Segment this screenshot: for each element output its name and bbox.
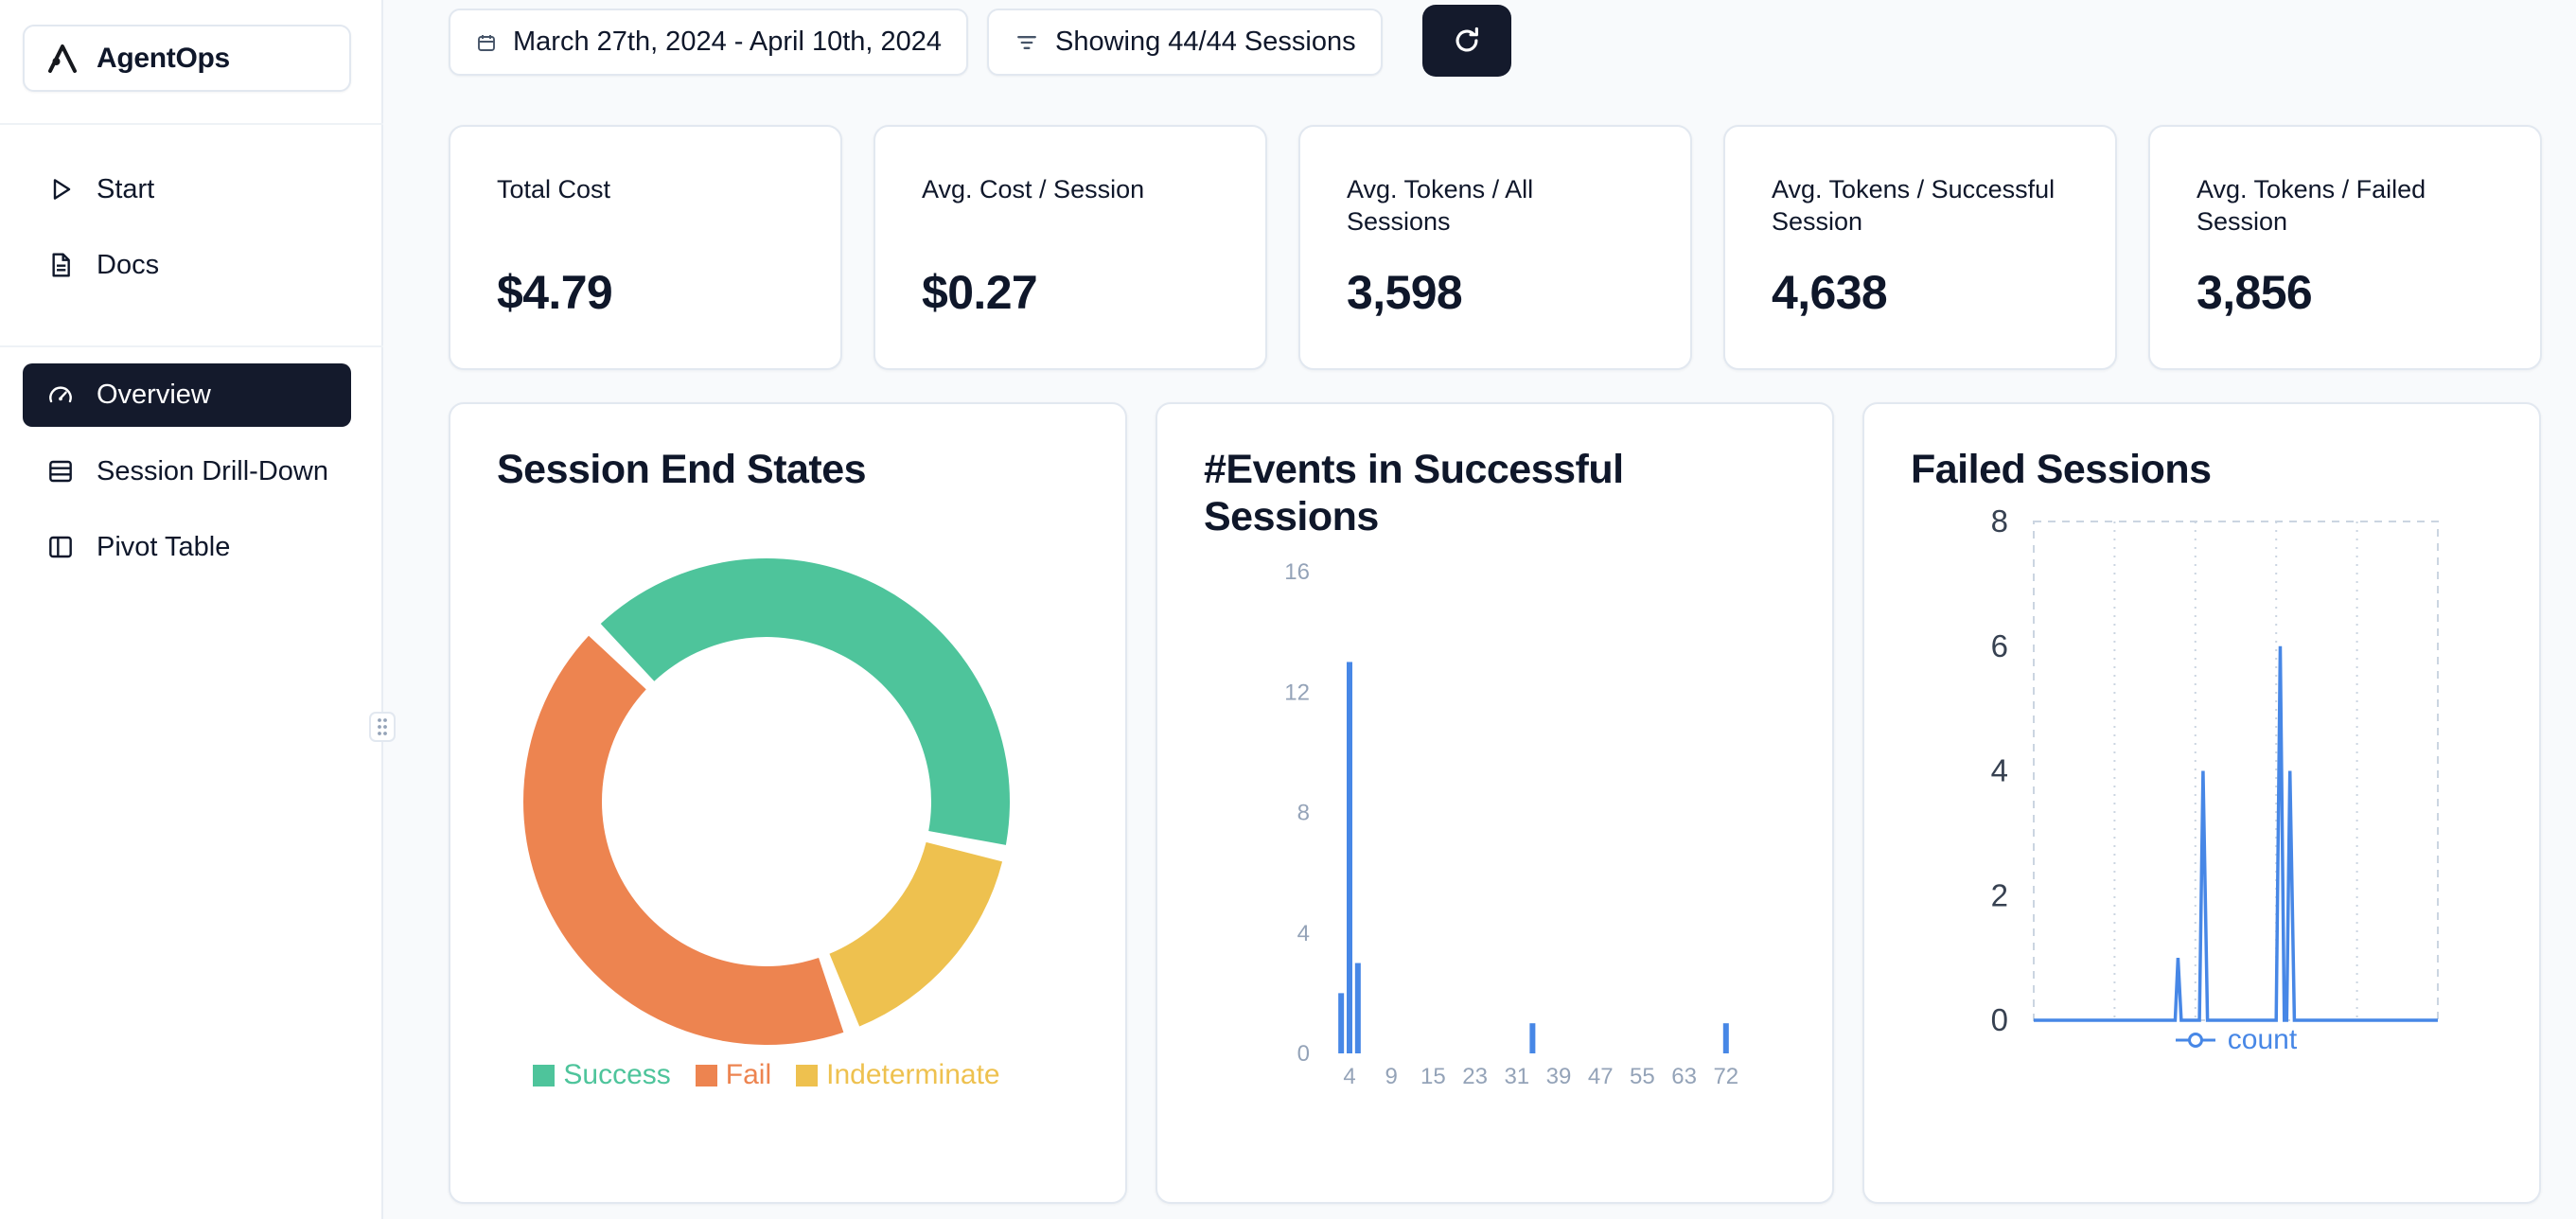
x-tick-label: 4: [1343, 1064, 1355, 1089]
x-tick-label: 63: [1671, 1064, 1697, 1089]
play-icon: [53, 179, 71, 200]
donut-slice-success[interactable]: [600, 557, 1010, 845]
donut-slice-indeterminate[interactable]: [829, 841, 1003, 1027]
chart-title: Session End States: [497, 447, 867, 492]
x-tick-label: 72: [1713, 1064, 1738, 1089]
stat-value: 3,856: [2197, 266, 2313, 319]
line-chart-legend[interactable]: count: [2034, 1024, 2438, 1056]
y-tick-label: 8: [1297, 801, 1310, 826]
x-tick-label: 47: [1588, 1064, 1614, 1089]
app-logo[interactable]: AgentOps: [23, 25, 351, 92]
y-tick-label: 4: [1991, 753, 2008, 788]
plot-border: [2033, 521, 2439, 1021]
stat-value: 4,638: [1772, 266, 1888, 319]
stat-card-avg-cost-session: Avg. Cost / Session $0.27: [873, 125, 1267, 370]
legend-item-indeterminate[interactable]: Indeterminate: [796, 1059, 1000, 1091]
stat-label: Avg. Tokens / All Sessions: [1347, 175, 1534, 236]
x-tick-label: 15: [1420, 1064, 1446, 1089]
stat-value: 3,598: [1347, 266, 1463, 319]
bar-x5[interactable]: [1354, 963, 1361, 1053]
sidebar-item-start[interactable]: Start: [23, 159, 351, 220]
sessions-filter-label: Showing 44/44 Sessions: [1055, 26, 1356, 57]
sidebar-item-overview[interactable]: Overview: [23, 363, 351, 427]
chart-title: #Events in Successful Sessions: [1204, 447, 1624, 539]
gauge-icon: [49, 385, 72, 402]
sidebar-divider: [0, 345, 383, 347]
legend-label: Fail: [725, 1059, 772, 1090]
y-tick-label: 6: [1991, 628, 2008, 663]
legend-label: Success: [563, 1059, 671, 1090]
stat-value: $4.79: [497, 266, 613, 319]
x-tick-label: 23: [1462, 1064, 1488, 1089]
y-tick-label: 8: [1991, 504, 2008, 539]
app-title: AgentOps: [97, 42, 230, 74]
chart-title: Failed Sessions: [1911, 447, 2212, 492]
session-end-states-donut: [523, 557, 1010, 1045]
x-tick-label: 39: [1546, 1064, 1572, 1089]
grip-dots-icon: [378, 718, 387, 735]
sidebar-item-label: Overview: [97, 380, 211, 410]
document-icon: [52, 253, 70, 277]
legend-item-fail[interactable]: Fail: [695, 1059, 772, 1091]
stat-label: Avg. Cost / Session: [922, 175, 1145, 203]
legend-item-success[interactable]: Success: [533, 1059, 671, 1091]
x-tick-label: 9: [1385, 1064, 1398, 1089]
bar-x4[interactable]: [1347, 662, 1352, 1053]
stat-label: Avg. Tokens / Successful Session: [1772, 175, 2056, 236]
stat-value: $0.27: [922, 266, 1038, 319]
y-tick-label: 0: [1991, 1002, 2008, 1037]
sidebar-item-label: Docs: [97, 249, 160, 280]
stat-card-avg-tokens-failed: Avg. Tokens / Failed Session 3,856: [2148, 125, 2542, 370]
events-bar-chart[interactable]: 0 4 8 12 16 4 9 15 23 31 39 47 55 63 72: [1157, 404, 1836, 1206]
stat-label: Avg. Tokens / Failed Session: [2197, 175, 2426, 236]
legend-swatch-icon: [695, 1064, 717, 1086]
calendar-icon: [478, 34, 495, 51]
sidebar: AgentOps Start Docs Overview Session Dri…: [0, 0, 383, 1219]
failed-sessions-line-chart[interactable]: 0 2 4 6 8: [1864, 404, 2543, 1206]
x-tick-label: 31: [1504, 1064, 1529, 1089]
sidebar-item-session-drill-down[interactable]: Session Drill-Down: [23, 441, 351, 502]
date-range-label: March 27th, 2024 - April 10th, 2024: [513, 26, 943, 57]
bar-x3[interactable]: [1338, 993, 1345, 1053]
stat-card-avg-tokens-successful: Avg. Tokens / Successful Session 4,638: [1723, 125, 2117, 370]
failed-sessions-card: Failed Sessions 0 2 4 6 8 count: [1862, 402, 2541, 1204]
stat-label: Total Cost: [497, 175, 611, 203]
sidebar-item-label: Start: [97, 173, 155, 204]
list-icon: [49, 460, 72, 483]
date-range-button[interactable]: March 27th, 2024 - April 10th, 2024: [449, 9, 969, 76]
legend-label: Indeterminate: [826, 1059, 1000, 1090]
bar-x34[interactable]: [1529, 1023, 1536, 1053]
agentops-logo-icon: [48, 44, 77, 73]
legend-swatch-icon: [796, 1064, 819, 1086]
sidebar-item-label: Session Drill-Down: [97, 455, 328, 486]
x-tick-label: 55: [1630, 1064, 1655, 1089]
events-histogram-card: #Events in Successful Sessions 0 4 8 12 16 4 9…: [1156, 402, 1834, 1204]
session-end-states-card: Session End States Success Fail Indetermin…: [449, 402, 1127, 1204]
y-tick-label: 2: [1991, 877, 2008, 912]
sidebar-item-docs[interactable]: Docs: [23, 235, 351, 295]
stat-card-total-cost: Total Cost $4.79: [449, 125, 842, 370]
y-tick-label: 0: [1297, 1041, 1310, 1067]
y-tick-label: 4: [1297, 921, 1310, 946]
sidebar-resize-handle[interactable]: [369, 712, 396, 742]
count-line-series: [2034, 645, 2438, 1022]
refresh-icon: [1456, 26, 1478, 52]
line-series-marker-icon: [2175, 1033, 2215, 1048]
legend-swatch-icon: [533, 1064, 556, 1086]
sessions-filter-button[interactable]: Showing 44/44 Sessions: [987, 9, 1383, 76]
donut-slice-fail[interactable]: [523, 635, 844, 1045]
bar-x72[interactable]: [1722, 1023, 1729, 1053]
sidebar-item-label: Pivot Table: [97, 531, 231, 562]
stat-card-avg-tokens-all: Avg. Tokens / All Sessions 3,598: [1298, 125, 1692, 370]
line-legend-label: count: [2227, 1024, 2298, 1055]
table-icon: [49, 536, 72, 558]
refresh-button[interactable]: [1422, 5, 1511, 77]
sidebar-item-pivot-table[interactable]: Pivot Table: [23, 517, 351, 577]
sidebar-divider: [0, 123, 383, 125]
y-tick-label: 12: [1284, 680, 1310, 705]
filter-icon: [1017, 35, 1036, 49]
y-tick-label: 16: [1284, 559, 1310, 585]
donut-legend: Success Fail Indeterminate: [450, 1059, 1083, 1091]
